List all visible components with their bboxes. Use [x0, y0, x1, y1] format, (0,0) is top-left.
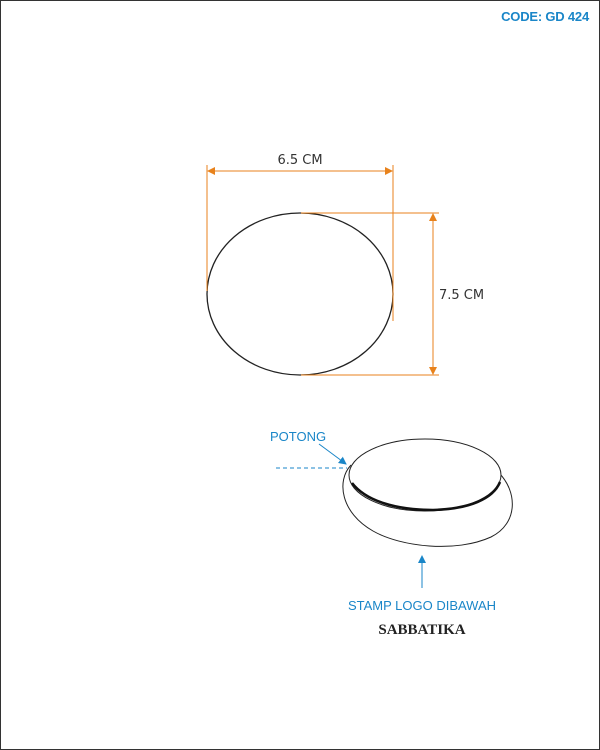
cut-label: POTONG: [270, 429, 326, 444]
height-dimension: 7.5 CM: [301, 212, 484, 376]
brand-name: SABBATIKA: [378, 622, 465, 638]
base-body-outline: [342, 464, 513, 547]
stamp-annotation: STAMP LOGO DIBAWAH SABBATIKA: [348, 555, 496, 638]
top-view-ellipse: [206, 212, 394, 376]
width-label: 6.5 CM: [277, 153, 322, 168]
width-dimension: 6.5 CM: [206, 153, 394, 321]
cut-annotation: POTONG: [270, 429, 347, 469]
cut-edge-line: [350, 481, 502, 512]
stamp-label: STAMP LOGO DIBAWAH: [348, 598, 496, 613]
height-label: 7.5 CM: [439, 288, 484, 303]
perspective-view: [342, 438, 513, 547]
product-code: CODE: GD 424: [501, 9, 589, 24]
top-cap-ellipse: [348, 438, 502, 512]
